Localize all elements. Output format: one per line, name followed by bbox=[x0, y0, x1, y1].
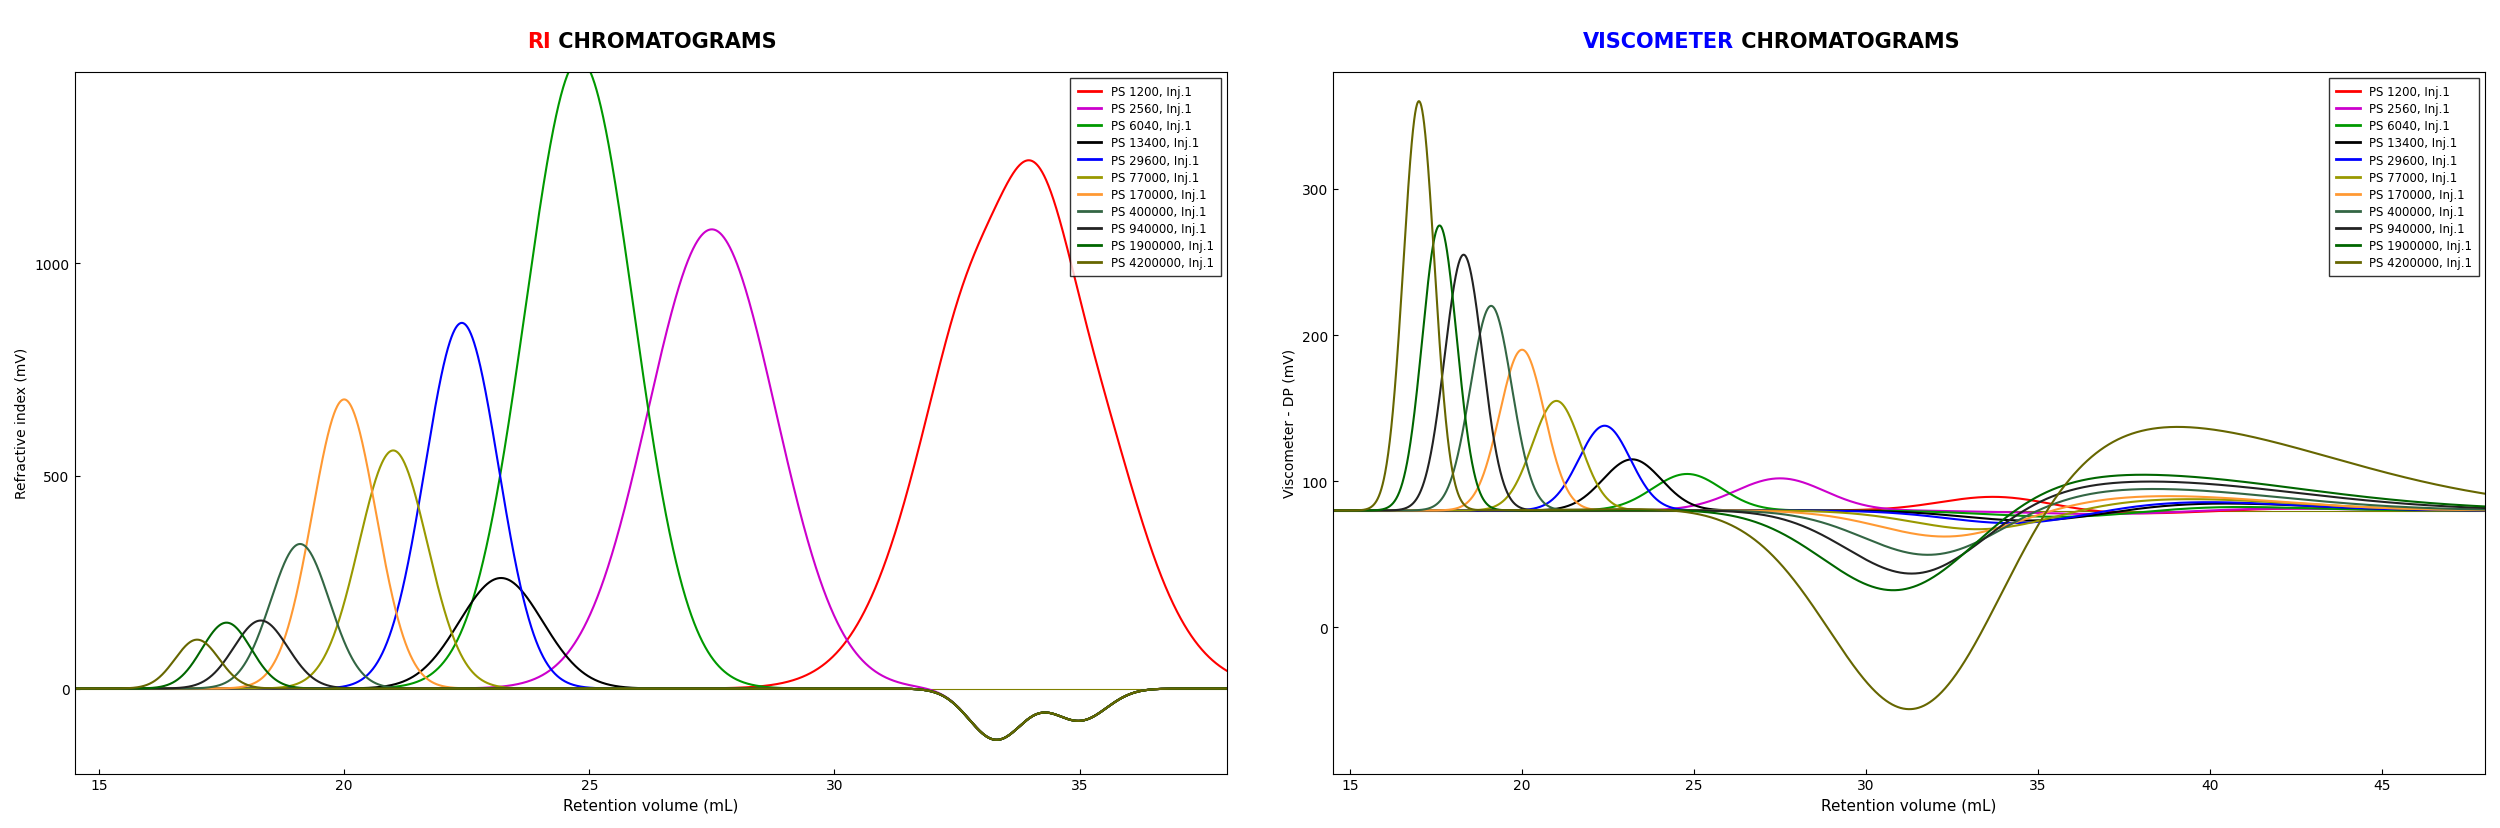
Legend: PS 1200, Inj.1, PS 2560, Inj.1, PS 6040, Inj.1, PS 13400, Inj.1, PS 29600, Inj.1: PS 1200, Inj.1, PS 2560, Inj.1, PS 6040,… bbox=[2330, 79, 2480, 277]
Legend: PS 1200, Inj.1, PS 2560, Inj.1, PS 6040, Inj.1, PS 13400, Inj.1, PS 29600, Inj.1: PS 1200, Inj.1, PS 2560, Inj.1, PS 6040,… bbox=[1070, 79, 1220, 277]
X-axis label: Retention volume (mL): Retention volume (mL) bbox=[562, 798, 738, 813]
Y-axis label: Viscometer - DP (mV): Viscometer - DP (mV) bbox=[1282, 349, 1295, 498]
Text: CHROMATOGRAMS: CHROMATOGRAMS bbox=[550, 32, 775, 52]
X-axis label: Retention volume (mL): Retention volume (mL) bbox=[1822, 798, 1998, 813]
Text: RI: RI bbox=[528, 32, 550, 52]
Text: VISCOMETER: VISCOMETER bbox=[1582, 32, 1735, 52]
Text: CHROMATOGRAMS: CHROMATOGRAMS bbox=[1735, 32, 1960, 52]
Y-axis label: Refractive index (mV): Refractive index (mV) bbox=[15, 348, 30, 498]
